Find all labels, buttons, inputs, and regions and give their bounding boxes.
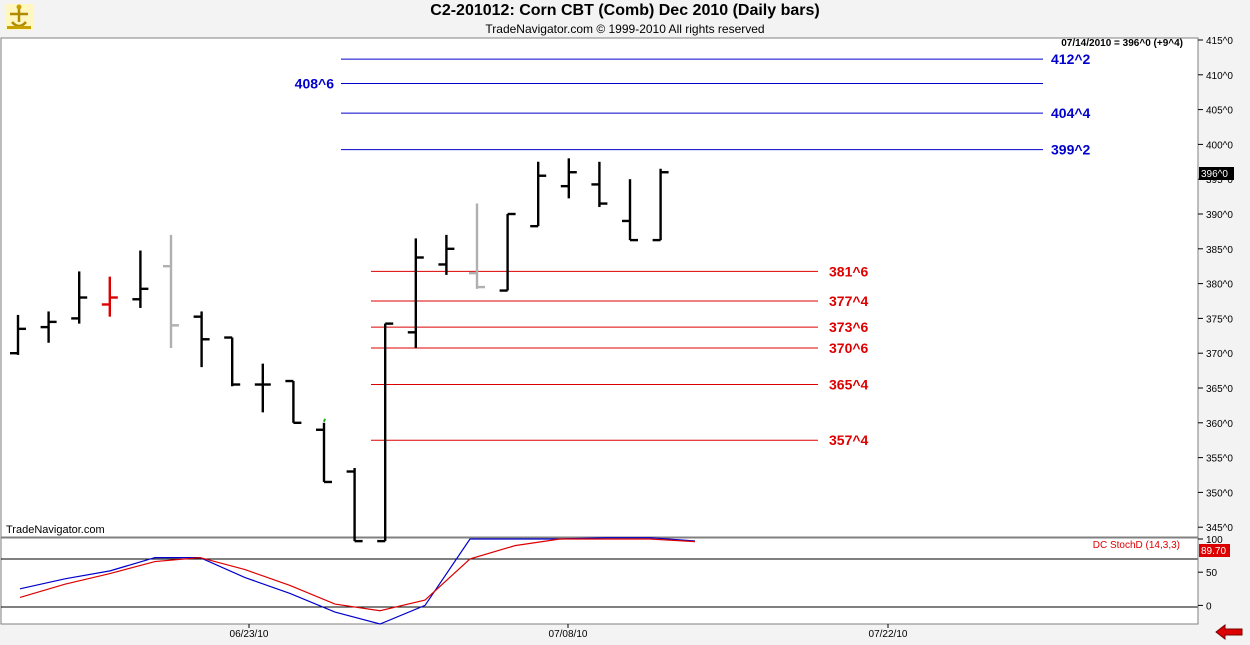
level-label-7: 370^6 [829,340,869,356]
level-label-2: 404^4 [1051,105,1091,121]
price-tick-label: 410^0 [1206,71,1233,82]
level-label-6: 373^6 [829,319,869,335]
price-bar-2 [71,271,88,324]
price-bar-13 [407,238,424,348]
indicator-tick-label: 0 [1206,601,1212,612]
price-bar-1 [40,311,57,343]
level-label-3: 399^2 [1051,142,1091,158]
level-label-0: 412^2 [1051,51,1091,67]
date-axis: 06/23/10 07/08/10 07/22/10 [230,624,908,640]
date-tick-label: 07/08/10 [549,629,588,640]
price-bar-12 [377,322,394,543]
stochastic-lines [19,537,696,625]
price-tick-label: 415^0 [1206,36,1233,47]
price-axis: 415^0 410^0 405^0 400^0 395^0 390^0 385^0 380^0… [1198,36,1233,534]
level-label-8: 365^4 [829,377,869,393]
price-bar-6 [193,311,210,368]
scroll-back-arrow-icon[interactable] [1214,623,1244,641]
price-tick-label: 365^0 [1206,384,1233,395]
price-tick-label: 405^0 [1206,106,1233,117]
date-tick-label: 07/22/10 [869,629,908,640]
price-bar-7 [224,336,241,387]
price-tick-label: 385^0 [1206,245,1233,256]
indicator-value-tag-text: 89.70 [1201,546,1226,557]
price-tick-label: 375^0 [1206,314,1233,325]
last-price-tag-text: 396^0 [1201,169,1228,180]
chart-header: C2-201012: Corn CBT (Comb) Dec 2010 (Dai… [0,0,1250,38]
tradenavigator-logo-icon[interactable] [2,2,36,32]
stoch-series-0 [19,537,696,625]
indicator-axis: 100 50 0 [1198,535,1223,612]
price-bar-16 [499,212,516,292]
price-bar-3 [101,276,118,317]
price-panel [0,37,1199,538]
stoch-series-1 [19,538,696,612]
indicator-tick-label: 50 [1206,568,1218,579]
level-label-5: 377^4 [829,293,869,309]
price-bar-17 [530,161,547,228]
price-tick-label: 380^0 [1206,280,1233,291]
price-tick-label: 360^0 [1206,419,1233,430]
indicator-name: DC StochD (14,3,3) [1093,540,1180,551]
support-resistance-levels: 412^2 408^6 404^4 399^2 381^6 377^4 373^6 370^6… [295,51,1091,448]
price-bar-11 [346,468,363,543]
price-bar-10 [316,422,332,484]
price-tick-label: 400^0 [1206,140,1233,151]
level-label-4: 381^6 [829,263,869,279]
price-bar-5 [163,234,179,348]
price-tick-label: 390^0 [1206,210,1233,221]
price-bar-19 [591,161,608,208]
indicator-value-tag [1199,544,1230,557]
price-bar-18 [560,158,577,199]
indicator-tick-label: 100 [1206,535,1223,546]
indicator-panel [0,537,1199,625]
price-bar-9 [285,379,302,424]
price-tick-label: 355^0 [1206,454,1233,465]
date-tick-label: 06/23/10 [230,629,269,640]
watermark: TradeNavigator.com [6,524,105,536]
price-tick-label: 395^0 [1206,175,1233,186]
price-bar-8 [254,363,271,413]
price-bars [10,158,669,543]
marker-tick [323,418,326,423]
price-bar-15 [469,203,485,289]
last-price-readout: 07/14/2010 = 396^0 (+9^4) [1061,38,1183,49]
chart-title: C2-201012: Corn CBT (Comb) Dec 2010 (Dai… [430,2,820,19]
price-tick-label: 350^0 [1206,488,1233,499]
price-tick-label: 370^0 [1206,349,1233,360]
price-bar-4 [132,250,149,308]
last-price-tag [1199,167,1234,180]
chart-subtitle: TradeNavigator.com © 1999-2010 All right… [485,22,765,36]
price-tick-label: 345^0 [1206,523,1233,534]
price-bar-0 [10,314,26,355]
price-bar-14 [438,234,455,275]
price-bar-21 [652,168,669,242]
level-label-1: 408^6 [295,76,335,92]
level-label-9: 357^4 [829,432,869,448]
price-bar-20 [622,179,638,242]
